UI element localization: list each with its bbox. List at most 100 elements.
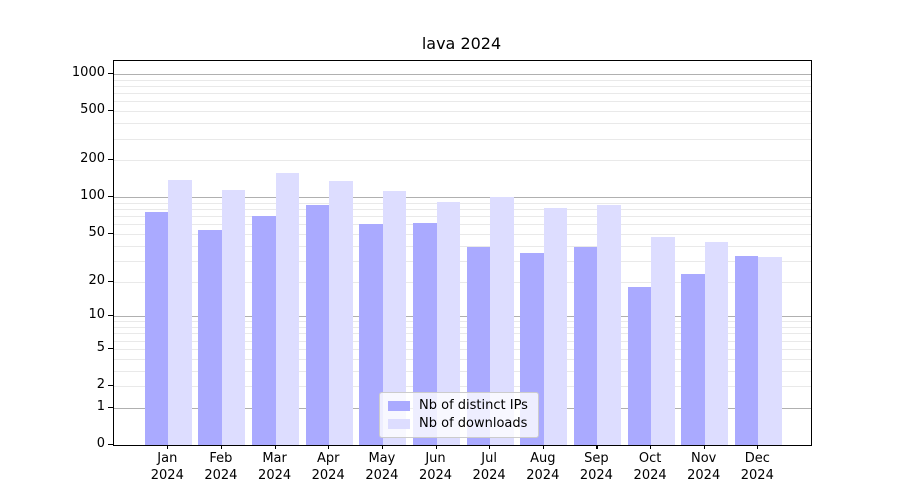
bar-distinct-ips bbox=[681, 274, 705, 445]
y-gridline-minor bbox=[114, 224, 811, 226]
bar-downloads bbox=[436, 201, 460, 445]
legend-label-distinct-ips: Nb of distinct IPs bbox=[419, 398, 528, 413]
bar-downloads bbox=[597, 205, 621, 445]
bar-downloads bbox=[329, 181, 353, 445]
x-tick-label: Aug 2024 bbox=[526, 451, 560, 483]
y-tick bbox=[108, 196, 113, 198]
bar-distinct-ips bbox=[573, 246, 598, 445]
x-tick bbox=[596, 445, 598, 449]
x-tick-label: Jul 2024 bbox=[472, 451, 506, 483]
x-tick-label: Apr 2024 bbox=[311, 451, 345, 483]
bar-downloads bbox=[758, 257, 782, 445]
bar-distinct-ips bbox=[252, 216, 276, 445]
y-gridline-minor bbox=[114, 160, 811, 162]
bar-distinct-ips bbox=[734, 255, 759, 445]
y-tick bbox=[108, 385, 113, 387]
y-tick bbox=[108, 73, 113, 75]
plot-area: Nb of distinct IPs Nb of downloads bbox=[113, 60, 812, 446]
y-tick bbox=[108, 232, 113, 235]
bar-downloads bbox=[490, 197, 514, 445]
y-gridline-minor bbox=[114, 358, 811, 360]
y-tick-label: 2 bbox=[96, 377, 105, 392]
y-gridline-minor bbox=[114, 123, 811, 125]
y-tick-label: 500 bbox=[80, 102, 105, 118]
y-tick bbox=[108, 347, 113, 349]
y-tick-label: 100 bbox=[80, 188, 105, 204]
legend-swatch-distinct-ips-icon bbox=[388, 400, 410, 411]
bar-distinct-ips bbox=[305, 205, 330, 445]
y-gridline-minor bbox=[114, 386, 811, 387]
x-tick-label: May 2024 bbox=[365, 451, 399, 483]
x-tick-label: Dec 2024 bbox=[740, 451, 774, 483]
x-tick bbox=[435, 445, 437, 449]
chart-title: lava 2024 bbox=[421, 34, 502, 53]
x-tick bbox=[381, 445, 384, 449]
x-tick bbox=[167, 445, 169, 449]
y-gridline-minor bbox=[114, 101, 811, 103]
y-gridline-major bbox=[114, 197, 811, 199]
bar-downloads bbox=[543, 207, 568, 445]
y-gridline-minor bbox=[114, 370, 811, 372]
y-tick-label: 20 bbox=[88, 272, 105, 288]
x-tick-label: Mar 2024 bbox=[258, 451, 292, 483]
y-tick bbox=[108, 159, 113, 161]
legend-row-distinct-ips: Nb of distinct IPs bbox=[388, 398, 528, 413]
legend-label-downloads: Nb of downloads bbox=[419, 416, 528, 431]
y-tick bbox=[108, 315, 113, 317]
bar-downloads bbox=[704, 241, 729, 445]
x-tick-label: Jan 2024 bbox=[150, 451, 184, 483]
x-tick bbox=[328, 445, 330, 449]
y-gridline-minor bbox=[114, 93, 811, 95]
x-tick bbox=[542, 445, 544, 449]
y-gridline-minor bbox=[114, 333, 811, 335]
x-tick-label: Nov 2024 bbox=[687, 451, 721, 483]
y-gridline-minor bbox=[114, 86, 811, 87]
bar-distinct-ips bbox=[359, 224, 383, 445]
bar-downloads bbox=[651, 237, 675, 445]
y-gridline-minor bbox=[114, 216, 811, 218]
x-tick-label: Feb 2024 bbox=[204, 451, 238, 483]
bar-downloads bbox=[275, 172, 300, 445]
y-tick bbox=[108, 444, 113, 446]
bar-downloads bbox=[168, 179, 192, 445]
bar-distinct-ips bbox=[144, 212, 169, 445]
x-tick-label: Jun 2024 bbox=[418, 451, 453, 483]
legend-swatch-downloads-icon bbox=[388, 418, 410, 429]
x-tick-label: Oct 2024 bbox=[633, 451, 667, 483]
y-gridline-minor bbox=[114, 327, 811, 328]
x-tick bbox=[220, 445, 223, 449]
bar-distinct-ips bbox=[413, 222, 437, 445]
y-gridline-minor bbox=[114, 321, 811, 323]
y-gridline-minor bbox=[114, 79, 811, 81]
y-gridline-minor bbox=[114, 348, 811, 350]
y-gridline-minor bbox=[114, 260, 811, 262]
y-tick bbox=[108, 280, 113, 282]
legend: Nb of distinct IPs Nb of downloads bbox=[379, 392, 539, 438]
y-tick bbox=[108, 110, 113, 112]
x-tick bbox=[489, 445, 491, 449]
bar-downloads bbox=[382, 191, 407, 445]
y-gridline-minor bbox=[114, 202, 811, 204]
y-gridline-major bbox=[114, 316, 811, 318]
bar-distinct-ips bbox=[198, 229, 222, 445]
y-gridline-minor bbox=[114, 340, 811, 342]
y-tick-label: 5 bbox=[96, 339, 105, 355]
y-tick-label: 200 bbox=[80, 151, 105, 167]
y-tick-label: 10 bbox=[88, 307, 105, 323]
y-gridline-minor bbox=[114, 111, 811, 113]
y-gridline-minor bbox=[114, 245, 811, 247]
legend-row-downloads: Nb of downloads bbox=[388, 416, 528, 431]
x-tick bbox=[650, 445, 652, 449]
bar-downloads bbox=[221, 190, 246, 445]
y-gridline-minor bbox=[114, 281, 811, 283]
y-gridline-minor bbox=[114, 209, 811, 210]
y-gridline-minor bbox=[114, 233, 811, 235]
bars-layer bbox=[114, 61, 811, 445]
bar-distinct-ips bbox=[627, 286, 652, 445]
y-gridline-major bbox=[114, 74, 811, 75]
x-tick bbox=[757, 445, 759, 449]
y-tick-label: 0 bbox=[96, 436, 105, 451]
x-tick-label: Sep 2024 bbox=[579, 451, 613, 483]
x-tick bbox=[274, 445, 276, 449]
